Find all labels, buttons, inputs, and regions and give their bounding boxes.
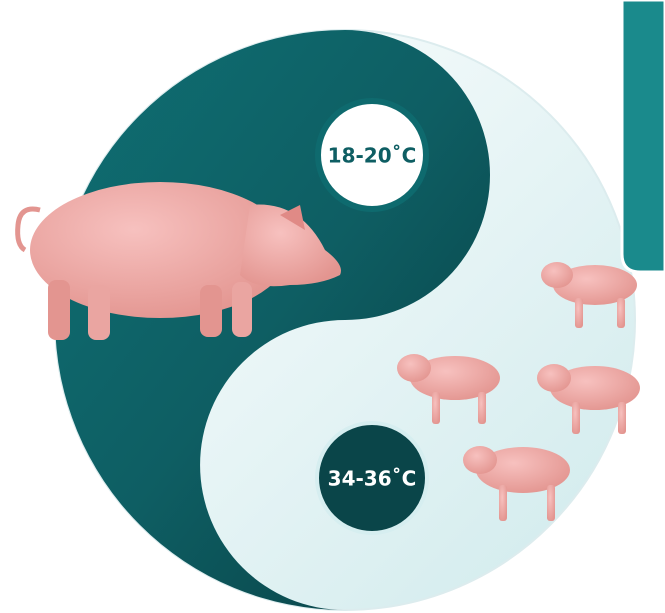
side-panel: [620, 0, 665, 274]
cool-circle: [315, 98, 429, 212]
temperature-label: 18-20˚C: [328, 144, 417, 168]
sow: [15, 182, 341, 340]
temperature-label: 34-36˚C: [328, 467, 417, 491]
piglets: [397, 262, 640, 521]
warm-circle: [315, 421, 429, 535]
